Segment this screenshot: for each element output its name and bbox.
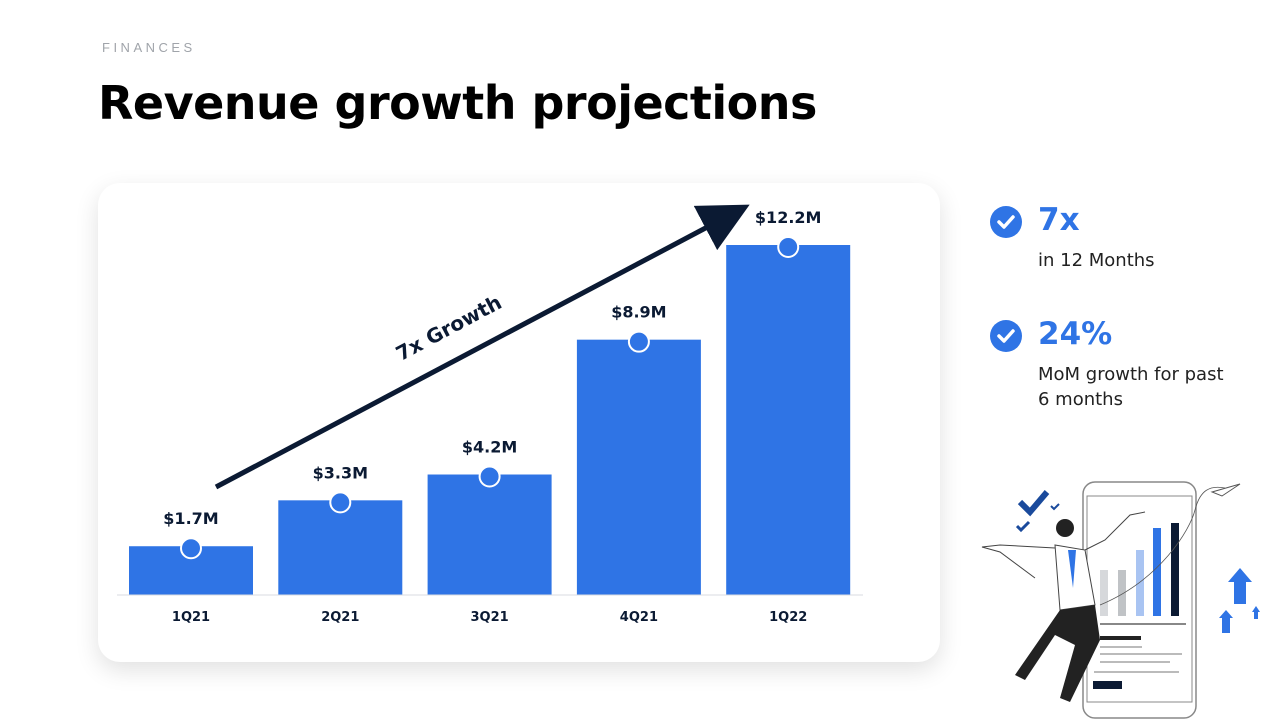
up-arrow-icon — [1228, 568, 1252, 604]
data-label: $1.7M — [163, 509, 218, 528]
stat-label: in 12 Months — [1038, 250, 1155, 271]
check-circle-icon — [990, 320, 1022, 352]
page-title: Revenue growth projections — [98, 76, 817, 130]
section-eyebrow: FINANCES — [102, 40, 196, 55]
x-tick-label: 4Q21 — [620, 610, 658, 625]
bar-marker — [180, 537, 202, 560]
bar-marker — [777, 236, 800, 258]
bar-marker — [627, 330, 650, 353]
stat-value: 7x — [1038, 202, 1080, 238]
growth-arrow — [214, 204, 750, 490]
bar-2Q21 — [278, 500, 403, 595]
bar-3Q21 — [427, 474, 552, 595]
data-label: $3.3M — [313, 463, 368, 482]
bar-4Q21 — [576, 339, 701, 595]
growth-annotation: 7x Growth — [392, 290, 506, 366]
x-tick-label: 2Q21 — [321, 610, 359, 625]
x-tick-label: 1Q21 — [172, 610, 210, 625]
data-label: $8.9M — [611, 303, 666, 322]
x-tick-label: 1Q22 — [769, 610, 807, 625]
stat-value: 24% — [1038, 316, 1113, 352]
data-label: $12.2M — [755, 208, 822, 227]
stat-label: MoM growth for past 6 months — [1038, 364, 1224, 410]
data-label: $4.2M — [462, 438, 517, 457]
check-circle-icon — [990, 206, 1022, 238]
bar-marker — [329, 491, 352, 514]
growth-illustration — [981, 481, 1260, 719]
check-icon — [1017, 490, 1050, 517]
x-tick-label: 3Q21 — [471, 610, 509, 625]
bar-marker — [478, 465, 501, 488]
bar-1Q22 — [726, 245, 851, 595]
